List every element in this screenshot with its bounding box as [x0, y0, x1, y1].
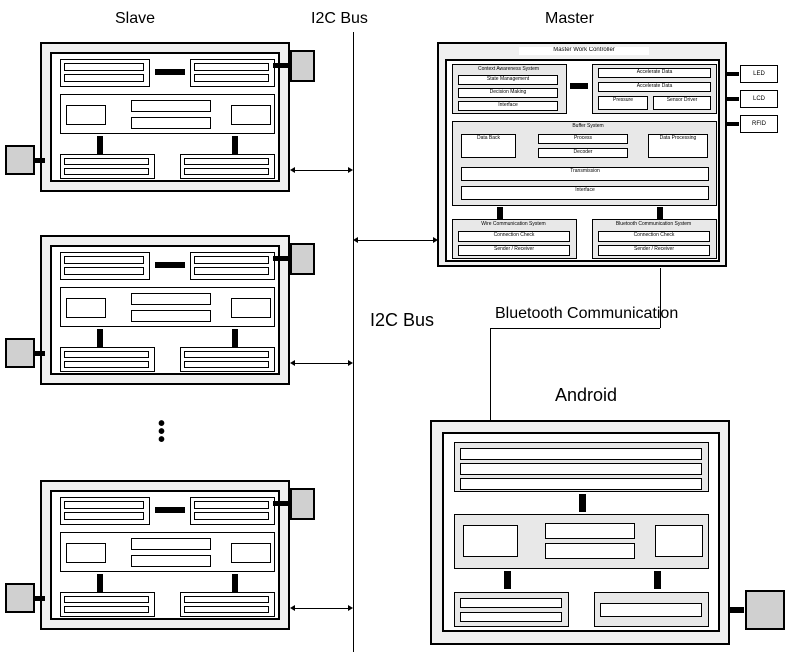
- sensing-r2: Accelerate Data: [598, 82, 711, 92]
- android-bot-left: [454, 592, 569, 627]
- slave1-ext-arrow: [33, 158, 45, 163]
- slave3-ext-right: [290, 488, 315, 520]
- wire-comm-box: Wire Communication System Connection Che…: [452, 219, 577, 259]
- slave-label: Slave: [115, 10, 155, 28]
- slave1-bot-left: [60, 154, 155, 179]
- slave1-ext-arrow-r: [273, 63, 289, 68]
- android-top-group: [454, 442, 709, 492]
- bt-conn: Connection Check: [598, 231, 710, 242]
- ca-interface: Interface: [458, 101, 558, 111]
- master-label: Master: [545, 10, 594, 28]
- android-inner: [442, 432, 720, 632]
- slave1-bot-right: [180, 154, 275, 179]
- sensing-box: Accelerate Data Accelerate Data Pressure…: [592, 64, 717, 114]
- buffer-databack: Data Back: [461, 134, 516, 158]
- slave-module-2: [40, 235, 290, 385]
- bluetooth-label: Bluetooth Communication: [495, 305, 678, 323]
- bt-line-h: [490, 328, 660, 329]
- slave1-top-arrow: [155, 69, 185, 75]
- i2c-bus-line: [353, 32, 354, 652]
- wc-sender: Sender / Receiver: [458, 245, 570, 256]
- android-module: [430, 420, 730, 645]
- bt-line-v2: [490, 328, 491, 423]
- buffer-varrow-l: [497, 207, 503, 219]
- slave1-ext-left: [5, 145, 35, 175]
- buffer-varrow-r: [657, 207, 663, 219]
- slave3-bus-arrow: [295, 608, 348, 609]
- ext-led: LED: [740, 65, 778, 83]
- android-ext-arrow: [728, 607, 744, 613]
- slave2-bus-arrow: [295, 363, 348, 364]
- master-inner: Context Awareness System State Managemen…: [445, 59, 720, 262]
- continuation-dots: •••: [158, 420, 165, 444]
- slave1-ext-right: [290, 50, 315, 82]
- android-varrow2r: [654, 571, 661, 589]
- sensing-r1: Accelerate Data: [598, 68, 711, 78]
- buffer-iface: Interface: [461, 186, 709, 200]
- android-bot-right: [594, 592, 709, 627]
- ca-state: State Management: [458, 75, 558, 85]
- slave3-inner: [50, 490, 280, 620]
- slave1-top-right: [190, 59, 275, 87]
- slave1-mid: [60, 94, 275, 134]
- i2c-bus-label: I2C Bus: [311, 10, 368, 28]
- sensing-r3a: Pressure: [598, 96, 648, 110]
- ca-title: Context Awareness System: [456, 66, 561, 74]
- slave2-ext-right: [290, 243, 315, 275]
- ca-sense-arrow: [570, 83, 588, 89]
- android-mid: [454, 514, 709, 569]
- buffer-decoder: Decoder: [538, 148, 628, 158]
- slave1-top-left: [60, 59, 150, 87]
- context-awareness-box: Context Awareness System State Managemen…: [452, 64, 567, 114]
- buffer-dataproc: Data Processing: [648, 134, 708, 158]
- buffer-title: Buffer System: [553, 123, 623, 131]
- buffer-trans: Transmission: [461, 167, 709, 181]
- slave1-right-varrow: [232, 136, 238, 154]
- master-bus-arrow: [358, 240, 433, 241]
- bt-line-v1: [660, 268, 661, 328]
- slave-module-3: [40, 480, 290, 630]
- slave1-inner: [50, 52, 280, 182]
- bt-comm-box: Bluetooth Communication System Connectio…: [592, 219, 717, 259]
- slave1-bus-arrow: [295, 170, 348, 171]
- wc-title: Wire Communication System: [456, 221, 571, 229]
- sensing-r3b: Sensor Driver: [653, 96, 711, 110]
- master-title: Master Work Controller: [519, 47, 649, 55]
- slave1-left-varrow: [97, 136, 103, 154]
- i2c-bus-vert-label: I2C Bus: [370, 310, 434, 331]
- slave2-ext-left: [5, 338, 35, 368]
- android-varrow1: [579, 494, 586, 512]
- buffer-box: Buffer System Data Back Process Decoder …: [452, 121, 717, 206]
- master-module: Master Work Controller Context Awareness…: [437, 42, 727, 267]
- wc-conn: Connection Check: [458, 231, 570, 242]
- slave-module-1: [40, 42, 290, 192]
- android-label: Android: [555, 385, 617, 406]
- buffer-process: Process: [538, 134, 628, 144]
- android-varrow2l: [504, 571, 511, 589]
- slave2-inner: [50, 245, 280, 375]
- bt-sender: Sender / Receiver: [598, 245, 710, 256]
- ca-decision: Decision Making: [458, 88, 558, 98]
- bt-title: Bluetooth Communication System: [596, 221, 711, 229]
- slave3-ext-left: [5, 583, 35, 613]
- ext-rfid: RFID: [740, 115, 778, 133]
- ext-lcd: LCD: [740, 90, 778, 108]
- android-ext: [745, 590, 785, 630]
